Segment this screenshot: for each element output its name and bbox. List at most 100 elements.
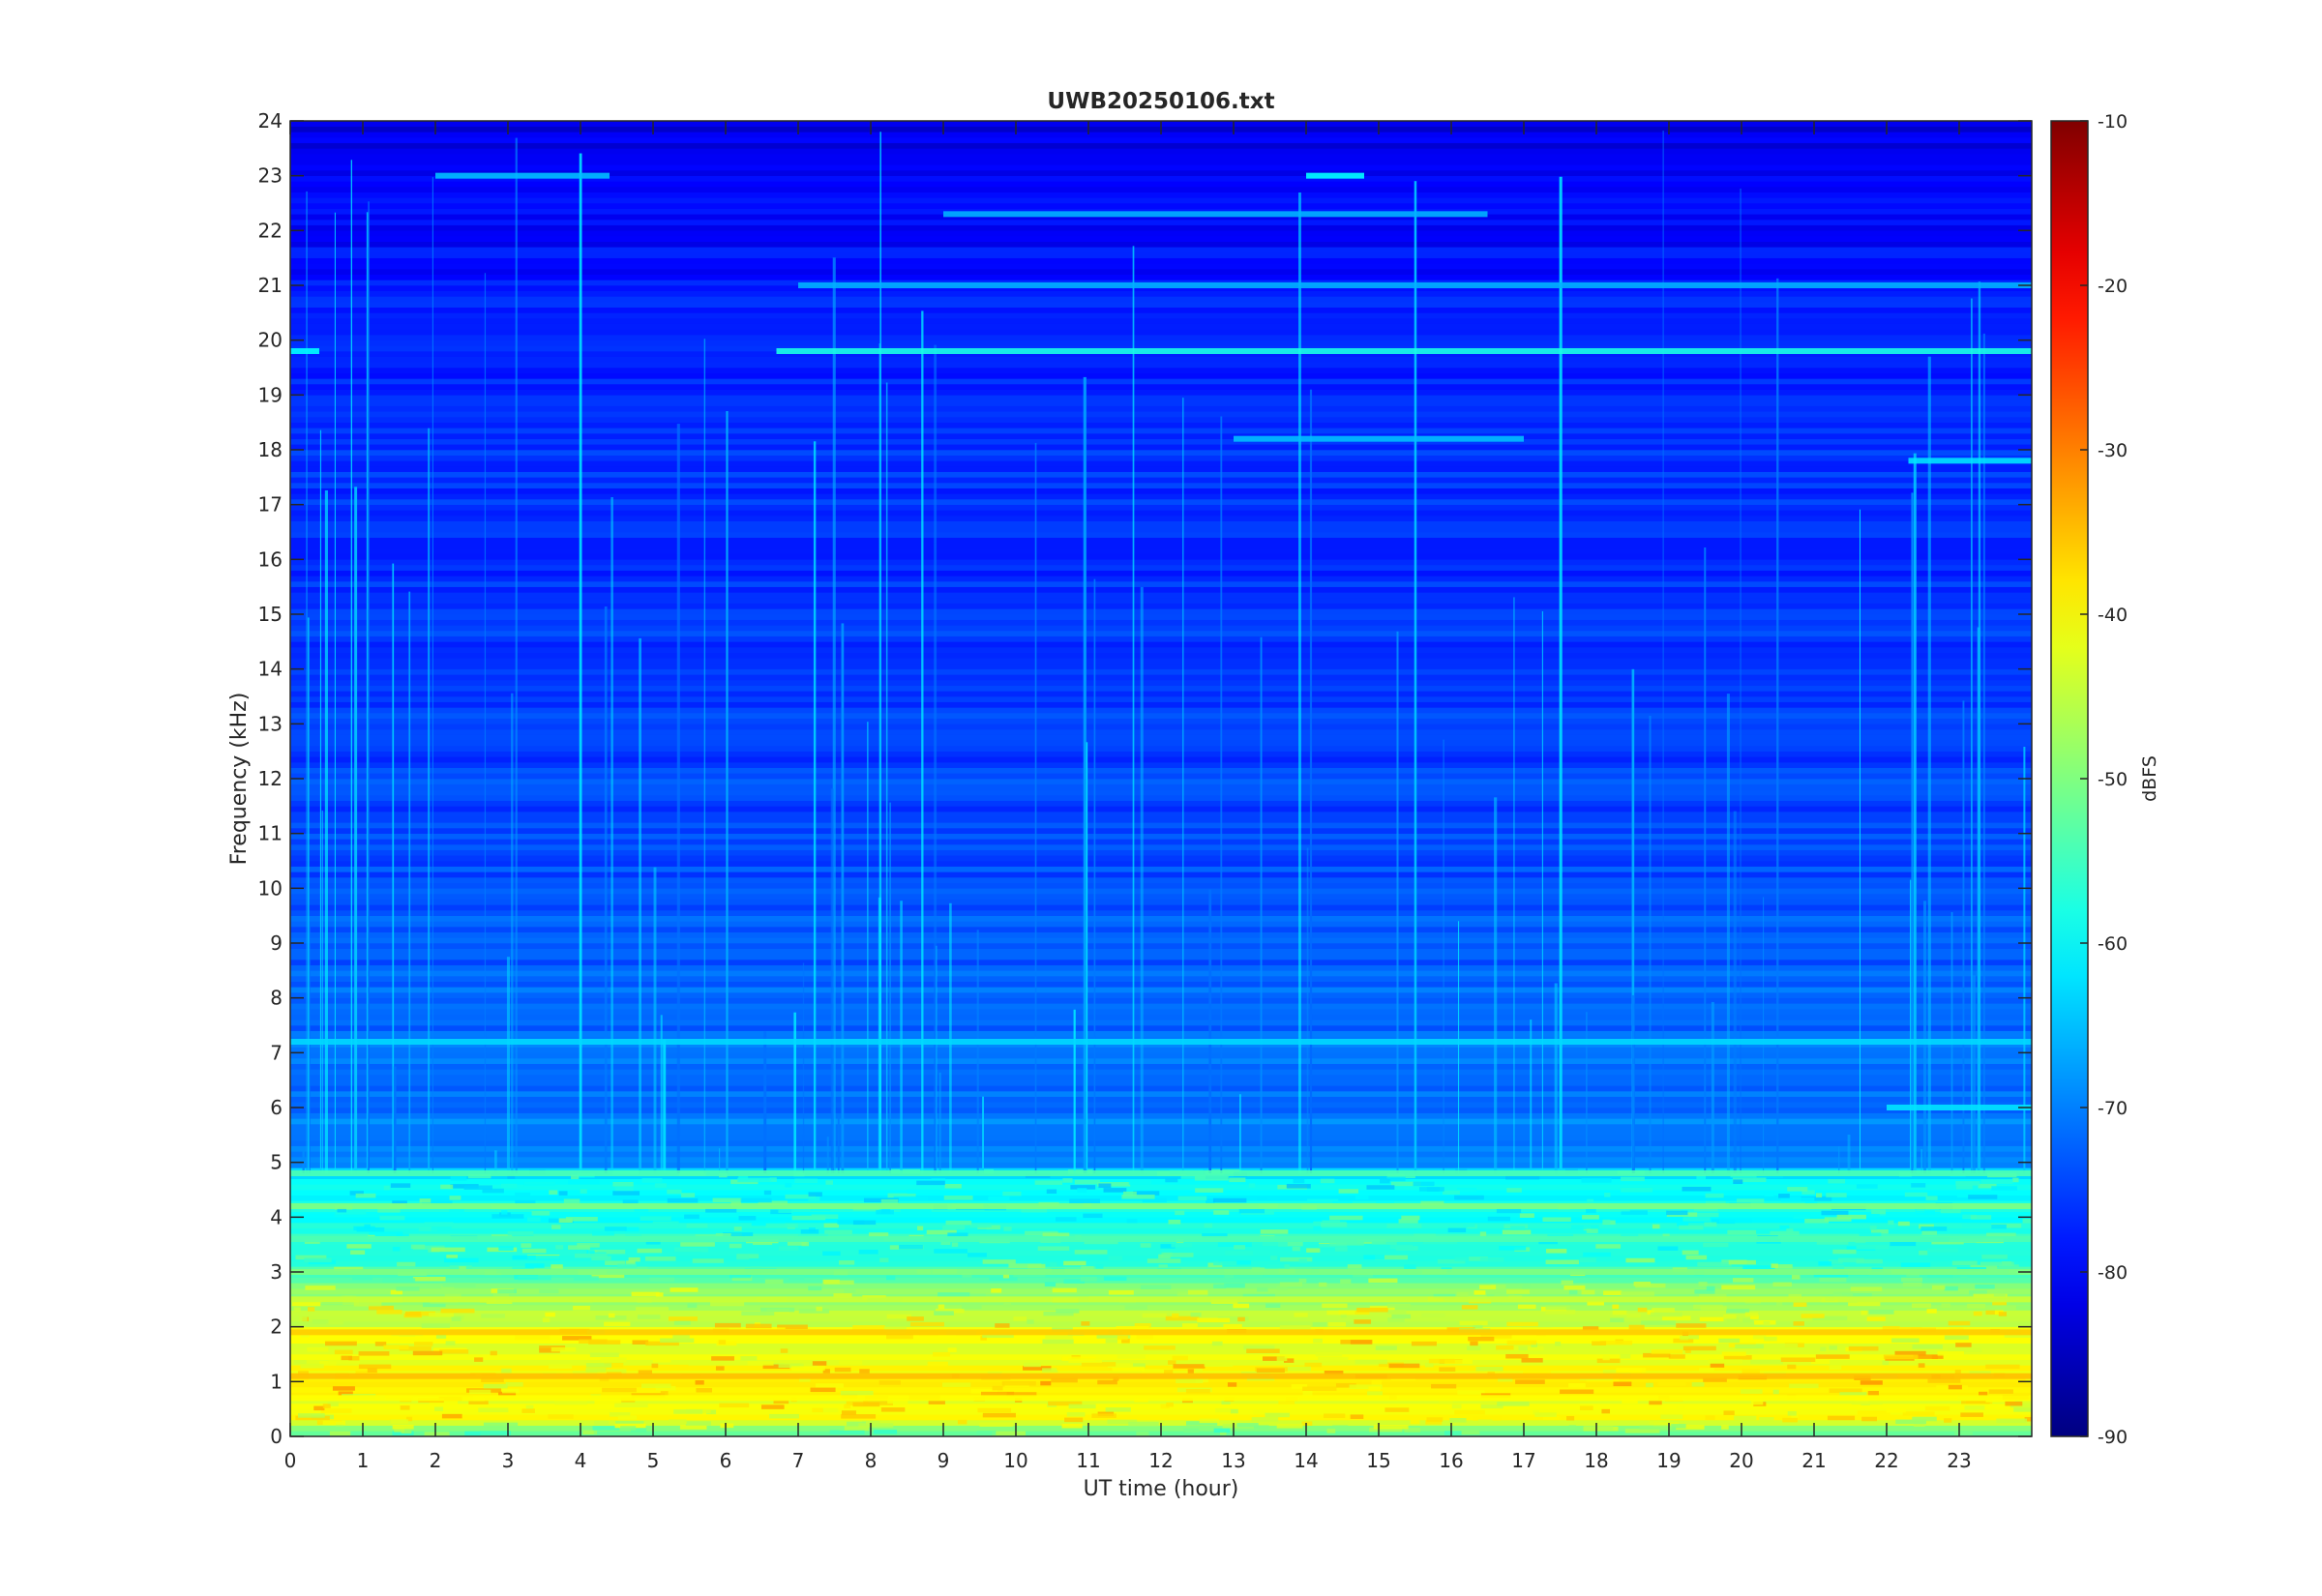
noise-cell xyxy=(1080,1277,1097,1282)
noise-cell xyxy=(829,1430,865,1435)
heatmap-band xyxy=(290,296,2032,303)
noise-cell xyxy=(1741,1389,1763,1394)
noise-cell xyxy=(614,1403,648,1408)
noise-cell xyxy=(1980,1261,2014,1267)
heatmap-band xyxy=(290,268,2032,275)
heatmap-band xyxy=(290,1414,2032,1421)
noise-cell xyxy=(1404,1264,1416,1269)
noise-cell xyxy=(431,1227,452,1231)
impulse-streak xyxy=(334,212,336,1174)
heatmap-band xyxy=(290,931,2032,938)
noise-cell xyxy=(1025,1230,1058,1236)
noise-cell xyxy=(879,1257,889,1263)
tone-line xyxy=(290,1236,2032,1242)
noise-cell xyxy=(1213,1428,1231,1433)
noise-cell xyxy=(823,1223,839,1228)
noise-cell xyxy=(723,1232,754,1237)
noise-cell xyxy=(1386,1309,1407,1315)
noise-cell xyxy=(1034,1180,1063,1185)
heatmap-band xyxy=(290,323,2032,330)
noise-cell xyxy=(2004,1333,2032,1338)
noise-cell xyxy=(1960,1412,1983,1417)
noise-cell xyxy=(1046,1189,1057,1195)
noise-cell xyxy=(988,1196,1010,1201)
x-tick-label: 16 xyxy=(1439,1449,1463,1472)
noise-cell xyxy=(1764,1192,1774,1197)
heatmap-band xyxy=(290,707,2032,714)
impulse-streak xyxy=(1704,547,1707,1173)
heatmap-band xyxy=(290,872,2032,878)
noise-cell xyxy=(304,1257,332,1263)
noise-cell xyxy=(478,1407,509,1413)
noise-cell xyxy=(649,1277,675,1283)
noise-cell xyxy=(1804,1218,1830,1224)
noise-cell xyxy=(794,1178,818,1184)
noise-cell xyxy=(1225,1251,1253,1256)
noise-cell xyxy=(1894,1226,1929,1231)
noise-cell xyxy=(1168,1360,1176,1365)
noise-cell xyxy=(1243,1345,1275,1350)
noise-cell xyxy=(1828,1178,1846,1184)
noise-cell xyxy=(1926,1309,1937,1314)
noise-cell xyxy=(1895,1419,1926,1425)
noise-cell xyxy=(1451,1404,1462,1409)
noise-cell xyxy=(887,1399,908,1404)
noise-cell xyxy=(1594,1206,1630,1212)
noise-cell xyxy=(1848,1301,1881,1307)
noise-cell xyxy=(834,1367,851,1373)
noise-cell xyxy=(645,1240,661,1245)
noise-cell xyxy=(785,1182,792,1188)
noise-cell xyxy=(1116,1326,1149,1331)
noise-cell xyxy=(887,1193,916,1198)
noise-cell xyxy=(1992,1300,2007,1306)
heatmap-band xyxy=(290,471,2032,478)
colorbar-tick-label: -50 xyxy=(2098,769,2128,790)
noise-cell xyxy=(628,1256,640,1262)
noise-cell xyxy=(785,1194,817,1199)
noise-cell xyxy=(1924,1405,1950,1411)
noise-cell xyxy=(502,1388,520,1394)
noise-cell xyxy=(1366,1185,1395,1190)
noise-cell xyxy=(1791,1275,1801,1280)
noise-cell xyxy=(1444,1431,1462,1435)
y-axis-label: Frequency (kHz) xyxy=(227,693,252,866)
noise-cell xyxy=(1498,1376,1513,1382)
noise-cell xyxy=(397,1261,416,1267)
noise-cell xyxy=(812,1407,823,1413)
noise-cell xyxy=(1469,1256,1488,1261)
y-tick-label: 13 xyxy=(258,712,283,735)
noise-cell xyxy=(791,1215,826,1221)
noise-cell xyxy=(1710,1363,1725,1368)
noise-cell xyxy=(1733,1179,1743,1185)
noise-cell xyxy=(1326,1310,1355,1315)
noise-cell xyxy=(1679,1225,1704,1230)
noise-cell xyxy=(1621,1291,1654,1296)
noise-cell xyxy=(763,1190,772,1196)
noise-cell xyxy=(1998,1312,2008,1316)
noise-cell xyxy=(852,1325,885,1330)
noise-cell xyxy=(1052,1287,1077,1293)
noise-cell xyxy=(1723,1355,1752,1360)
tone-line xyxy=(1306,172,1364,179)
noise-cell xyxy=(762,1364,790,1370)
noise-cell xyxy=(1083,1213,1103,1219)
impulse-streak xyxy=(1132,246,1135,1173)
noise-cell xyxy=(810,1387,836,1393)
noise-cell xyxy=(1901,1277,1923,1283)
noise-cell xyxy=(1136,1334,1153,1340)
noise-cell xyxy=(1376,1200,1394,1205)
noise-cell xyxy=(1723,1314,1737,1319)
noise-cell xyxy=(1866,1316,1886,1321)
tone-line xyxy=(290,348,319,354)
noise-cell xyxy=(1260,1229,1289,1234)
heatmap-band xyxy=(290,1250,2032,1256)
noise-cell xyxy=(1813,1272,1849,1278)
noise-cell xyxy=(859,1369,870,1374)
noise-cell xyxy=(1095,1264,1104,1269)
impulse-streak xyxy=(1093,578,1096,1173)
noise-cell xyxy=(811,1214,839,1220)
noise-cell xyxy=(1473,1416,1502,1421)
noise-cell xyxy=(1456,1187,1477,1193)
impulse-streak xyxy=(726,411,729,1173)
noise-cell xyxy=(1621,1210,1648,1215)
